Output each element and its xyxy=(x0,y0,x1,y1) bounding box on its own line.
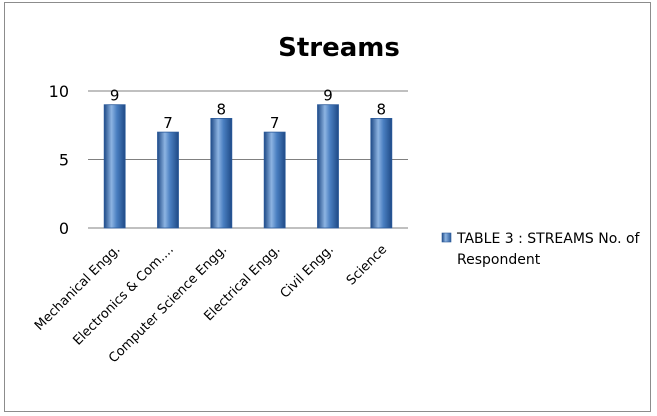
legend-swatch xyxy=(441,232,452,243)
bar xyxy=(210,118,233,229)
y-tick-label: 5 xyxy=(59,151,69,170)
data-labels: 9 7 8 7 9 8 xyxy=(110,87,386,132)
legend-label-line-1: TABLE 3 : STREAMS No. of xyxy=(456,231,641,247)
y-tick-label: 0 xyxy=(59,219,69,238)
bar xyxy=(370,118,393,229)
data-label: 9 xyxy=(110,87,120,105)
legend: TABLE 3 : STREAMS No. of Respondent xyxy=(441,231,641,268)
chart-title: Streams xyxy=(278,33,400,63)
category-label: Civil Engg. xyxy=(278,242,337,301)
gridlines xyxy=(88,90,408,229)
category-label: Electronics & Com.... xyxy=(70,242,176,348)
category-label: Mechanical Engg. xyxy=(32,242,123,333)
bar xyxy=(103,104,126,229)
data-label: 9 xyxy=(323,87,333,105)
legend-label-line-2: Respondent xyxy=(457,252,541,268)
x-axis-categories: Mechanical Engg.Electronics & Com....Com… xyxy=(32,242,390,366)
bars xyxy=(103,104,393,229)
data-label: 8 xyxy=(377,100,387,118)
data-label: 8 xyxy=(217,100,227,118)
bar xyxy=(263,131,286,229)
category-label: Science xyxy=(344,242,390,288)
y-tick-label: 10 xyxy=(49,82,69,101)
bar xyxy=(317,104,339,229)
data-label: 7 xyxy=(270,114,280,132)
data-label: 7 xyxy=(163,114,173,132)
y-axis-ticks: 0 5 10 xyxy=(49,82,69,238)
bar xyxy=(157,131,179,229)
